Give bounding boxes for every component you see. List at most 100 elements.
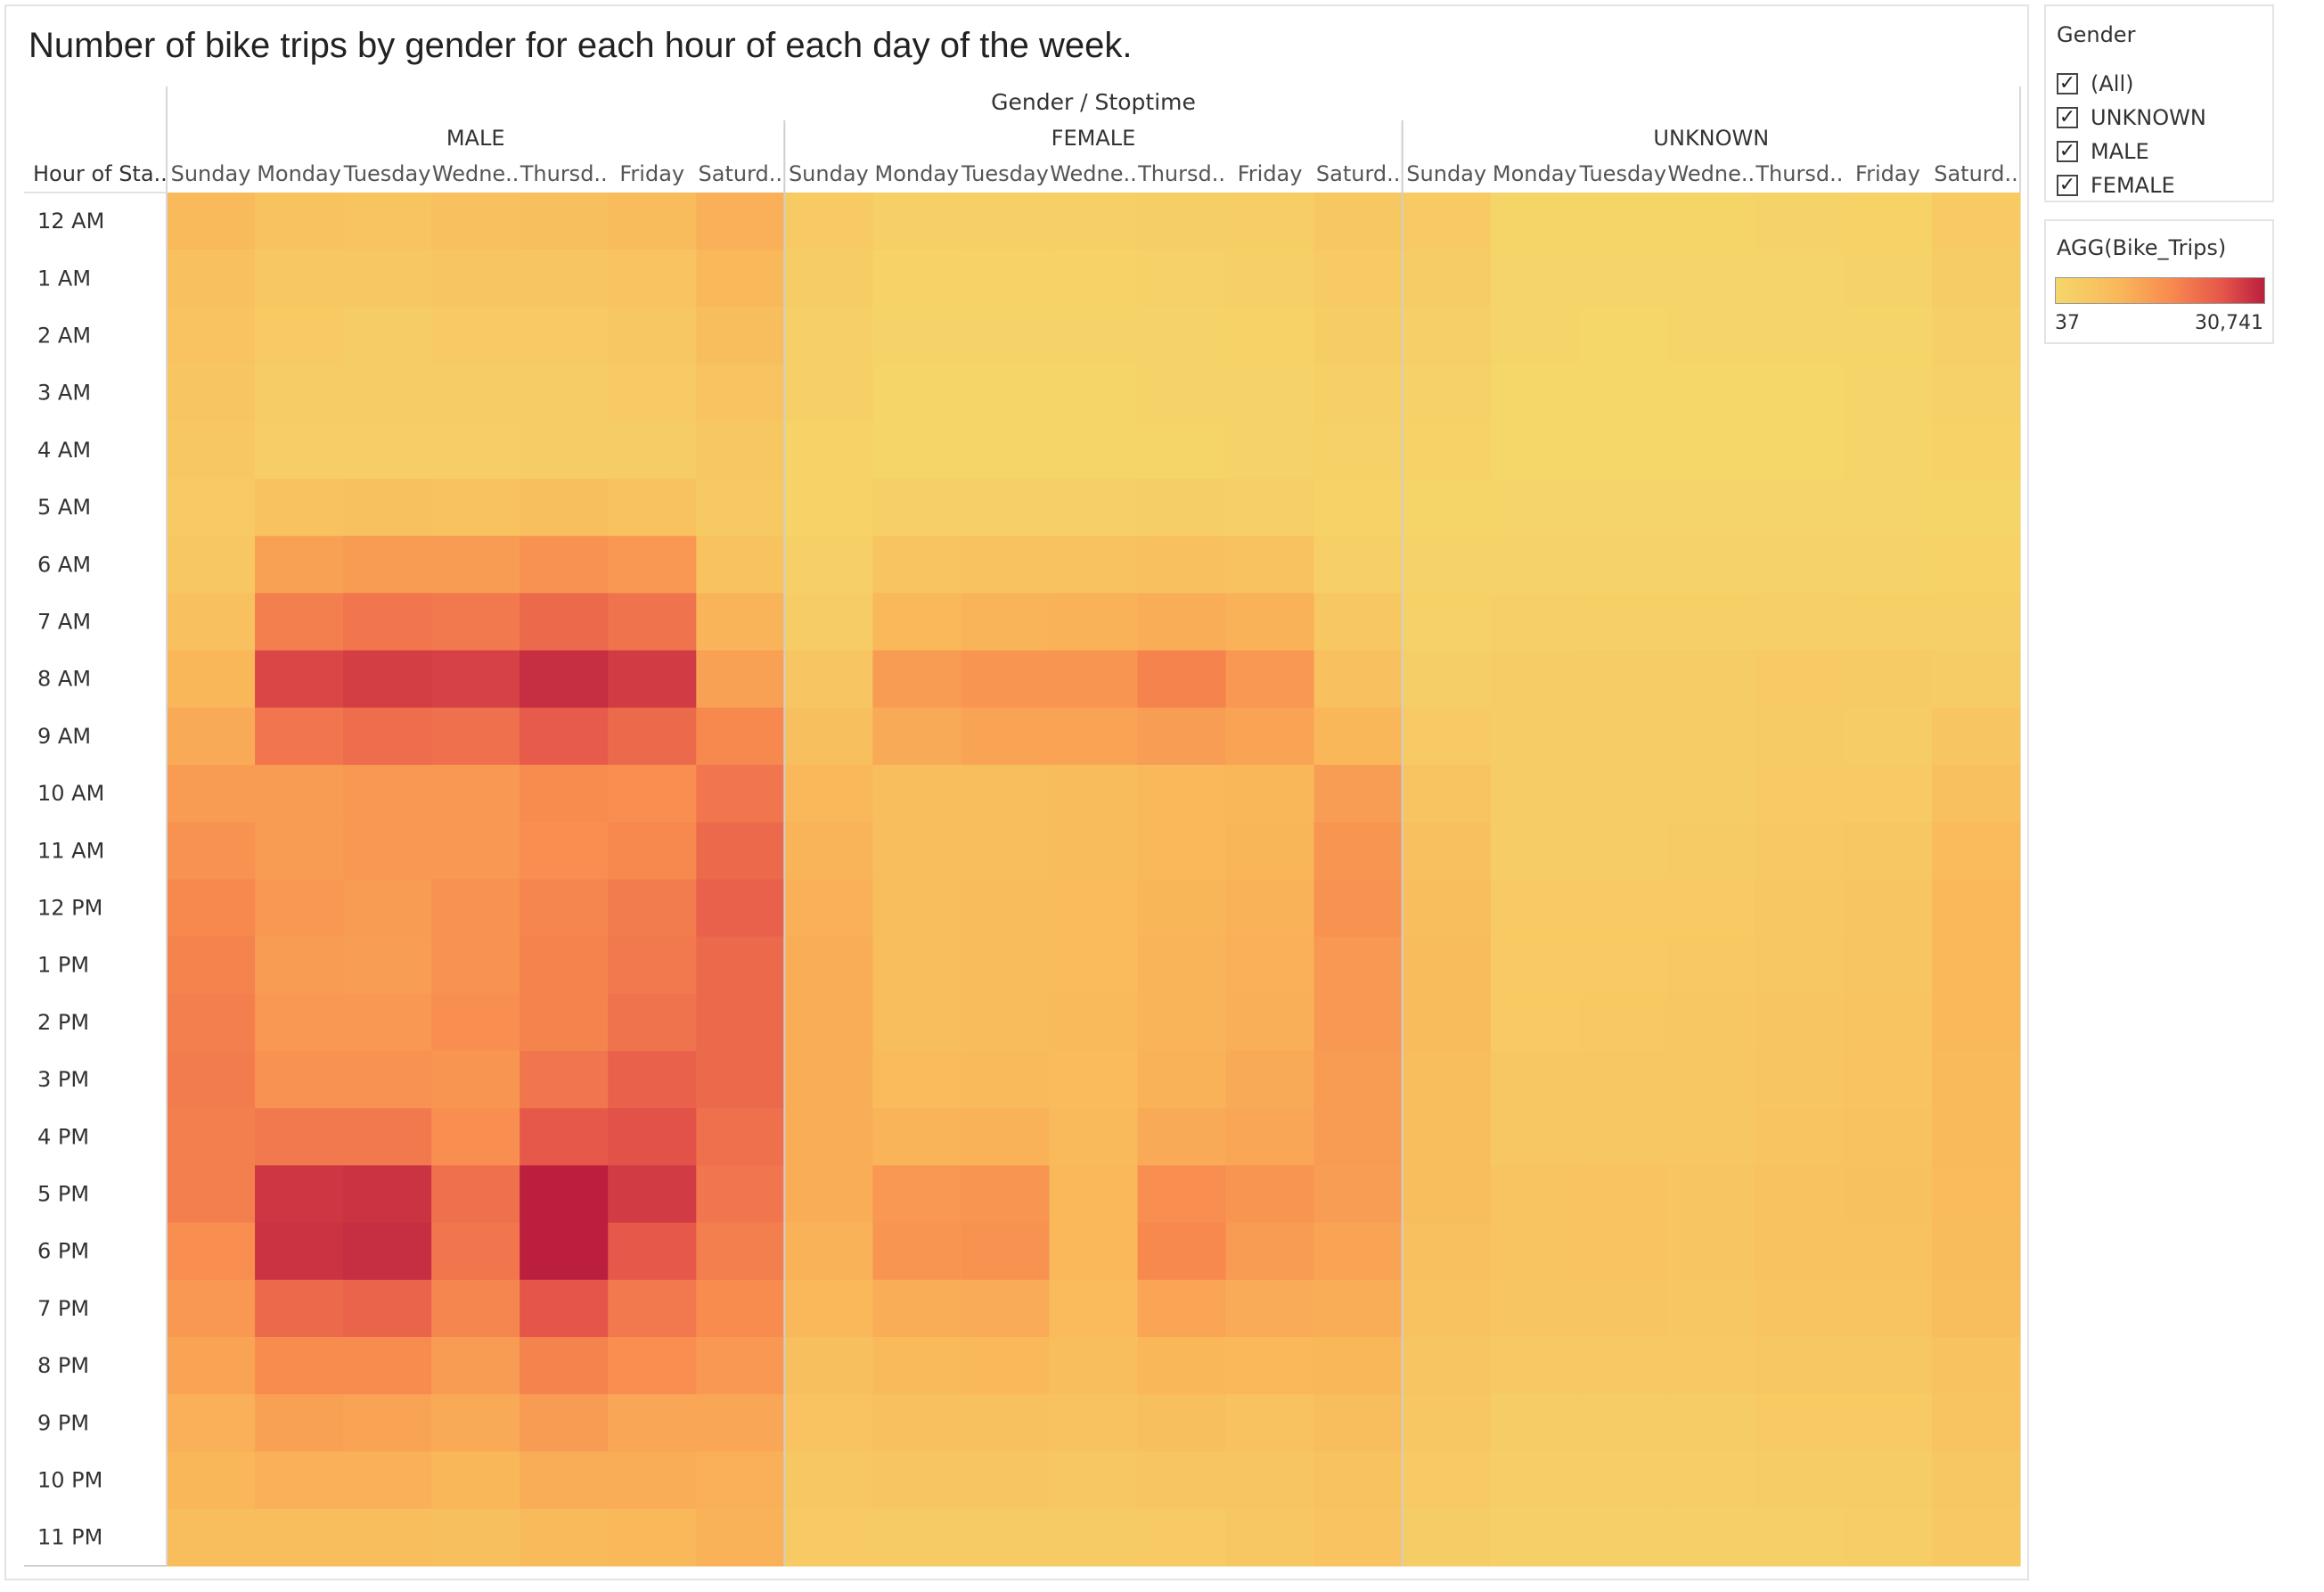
heatmap-cell[interactable] bbox=[608, 421, 697, 480]
heatmap-cell[interactable] bbox=[431, 936, 520, 995]
heatmap-cell[interactable] bbox=[1402, 364, 1492, 423]
heatmap-cell[interactable] bbox=[872, 650, 962, 709]
heatmap-cell[interactable] bbox=[1843, 1222, 1933, 1281]
heatmap-cell[interactable] bbox=[1490, 650, 1580, 709]
heatmap-cell[interactable] bbox=[167, 765, 256, 823]
filter-item-male[interactable]: ✓ MALE bbox=[2057, 136, 2149, 167]
heatmap-cell[interactable] bbox=[343, 1451, 432, 1510]
heatmap-cell[interactable] bbox=[520, 536, 609, 594]
heatmap-cell[interactable] bbox=[872, 707, 962, 766]
heatmap-cell[interactable] bbox=[1578, 193, 1668, 250]
heatmap-cell[interactable] bbox=[961, 1508, 1051, 1567]
heatmap-cell[interactable] bbox=[1578, 1451, 1668, 1510]
heatmap-cell[interactable] bbox=[872, 936, 962, 995]
heatmap-cell[interactable] bbox=[255, 1337, 344, 1395]
heatmap-cell[interactable] bbox=[343, 1051, 432, 1109]
heatmap-cell[interactable] bbox=[1313, 1165, 1403, 1224]
heatmap-cell[interactable] bbox=[1049, 1451, 1139, 1510]
heatmap-cell[interactable] bbox=[167, 1508, 256, 1567]
heatmap-cell[interactable] bbox=[872, 1394, 962, 1452]
heatmap-cell[interactable] bbox=[1755, 479, 1845, 537]
heatmap-cell[interactable] bbox=[961, 307, 1051, 365]
heatmap-cell[interactable] bbox=[1049, 650, 1139, 709]
heatmap-cell[interactable] bbox=[343, 1279, 432, 1338]
heatmap-cell[interactable] bbox=[1578, 250, 1668, 308]
heatmap-cell[interactable] bbox=[1137, 364, 1227, 423]
heatmap-cell[interactable] bbox=[1578, 650, 1668, 709]
heatmap-cell[interactable] bbox=[1402, 1165, 1492, 1224]
heatmap-cell[interactable] bbox=[784, 307, 873, 365]
heatmap-cell[interactable] bbox=[1755, 1165, 1845, 1224]
heatmap-cell[interactable] bbox=[255, 593, 344, 652]
heatmap-cell[interactable] bbox=[1490, 307, 1580, 365]
heatmap-cell[interactable] bbox=[1931, 593, 2021, 652]
heatmap-cell[interactable] bbox=[1755, 364, 1845, 423]
heatmap-cell[interactable] bbox=[1578, 421, 1668, 480]
heatmap-cell[interactable] bbox=[1137, 193, 1227, 250]
heatmap-cell[interactable] bbox=[255, 536, 344, 594]
heatmap-cell[interactable] bbox=[1490, 822, 1580, 880]
heatmap-cell[interactable] bbox=[1490, 421, 1580, 480]
heatmap-cell[interactable] bbox=[520, 1279, 609, 1338]
heatmap-cell[interactable] bbox=[1578, 707, 1668, 766]
heatmap-cell[interactable] bbox=[431, 650, 520, 709]
heatmap-cell[interactable] bbox=[696, 650, 785, 709]
heatmap-cell[interactable] bbox=[608, 193, 697, 250]
heatmap-cell[interactable] bbox=[872, 1222, 962, 1281]
heatmap-cell[interactable] bbox=[784, 650, 873, 709]
heatmap-cell[interactable] bbox=[520, 250, 609, 308]
heatmap-cell[interactable] bbox=[1225, 421, 1315, 480]
heatmap-cell[interactable] bbox=[520, 364, 609, 423]
heatmap-cell[interactable] bbox=[1843, 536, 1933, 594]
heatmap-cell[interactable] bbox=[1313, 1108, 1403, 1166]
heatmap-cell[interactable] bbox=[343, 1337, 432, 1395]
heatmap-cell[interactable] bbox=[961, 1222, 1051, 1281]
heatmap-cell[interactable] bbox=[696, 1279, 785, 1338]
heatmap-cell[interactable] bbox=[255, 822, 344, 880]
heatmap-cell[interactable] bbox=[255, 936, 344, 995]
heatmap-cell[interactable] bbox=[1843, 1394, 1933, 1452]
heatmap-cell[interactable] bbox=[1313, 879, 1403, 938]
heatmap-cell[interactable] bbox=[1755, 536, 1845, 594]
heatmap-cell[interactable] bbox=[1931, 822, 2021, 880]
heatmap-cell[interactable] bbox=[1402, 250, 1492, 308]
heatmap-cell[interactable] bbox=[1402, 1108, 1492, 1166]
heatmap-cell[interactable] bbox=[961, 822, 1051, 880]
heatmap-cell[interactable] bbox=[1225, 536, 1315, 594]
heatmap-cell[interactable] bbox=[1843, 364, 1933, 423]
heatmap-cell[interactable] bbox=[1313, 650, 1403, 709]
heatmap-cell[interactable] bbox=[1755, 1222, 1845, 1281]
heatmap-cell[interactable] bbox=[696, 1451, 785, 1510]
heatmap-cell[interactable] bbox=[1666, 250, 1756, 308]
heatmap-cell[interactable] bbox=[1225, 1508, 1315, 1567]
heatmap-cell[interactable] bbox=[1931, 364, 2021, 423]
heatmap-cell[interactable] bbox=[696, 479, 785, 537]
heatmap-cell[interactable] bbox=[784, 364, 873, 423]
heatmap-cell[interactable] bbox=[1578, 936, 1668, 995]
heatmap-cell[interactable] bbox=[696, 536, 785, 594]
heatmap-cell[interactable] bbox=[167, 1108, 256, 1166]
heatmap-cell[interactable] bbox=[431, 1279, 520, 1338]
heatmap-cell[interactable] bbox=[1578, 1337, 1668, 1395]
heatmap-cell[interactable] bbox=[1666, 1451, 1756, 1510]
heatmap-cell[interactable] bbox=[608, 707, 697, 766]
heatmap-cell[interactable] bbox=[520, 765, 609, 823]
heatmap-cell[interactable] bbox=[872, 879, 962, 938]
heatmap-cell[interactable] bbox=[1402, 879, 1492, 938]
heatmap-cell[interactable] bbox=[1578, 1108, 1668, 1166]
heatmap-cell[interactable] bbox=[1137, 707, 1227, 766]
heatmap-cell[interactable] bbox=[1402, 707, 1492, 766]
heatmap-cell[interactable] bbox=[1490, 364, 1580, 423]
heatmap-cell[interactable] bbox=[1313, 993, 1403, 1052]
heatmap-cell[interactable] bbox=[872, 1051, 962, 1109]
heatmap-cell[interactable] bbox=[1313, 1508, 1403, 1567]
heatmap-cell[interactable] bbox=[784, 1508, 873, 1567]
heatmap-cell[interactable] bbox=[608, 936, 697, 995]
heatmap-cell[interactable] bbox=[1578, 822, 1668, 880]
heatmap-cell[interactable] bbox=[255, 1394, 344, 1452]
heatmap-cell[interactable] bbox=[1137, 593, 1227, 652]
heatmap-cell[interactable] bbox=[1666, 479, 1756, 537]
heatmap-cell[interactable] bbox=[1755, 1051, 1845, 1109]
heatmap-cell[interactable] bbox=[1931, 879, 2021, 938]
heatmap-cell[interactable] bbox=[1843, 1451, 1933, 1510]
